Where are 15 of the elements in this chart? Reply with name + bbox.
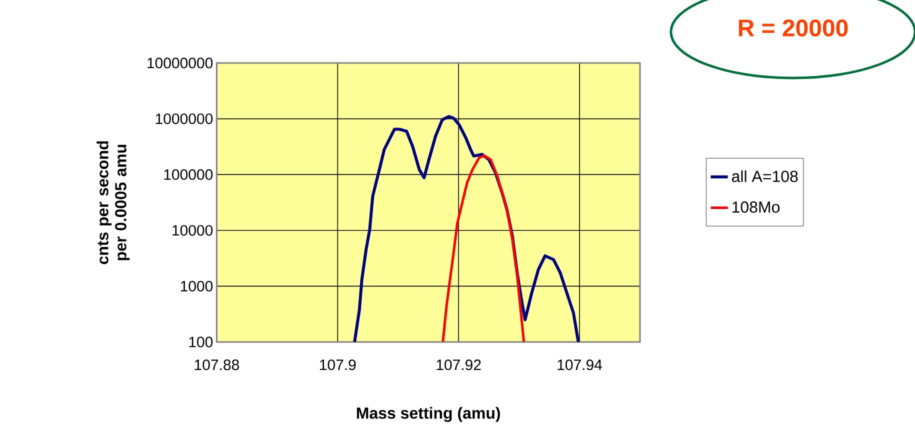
- y-axis-title: cnts per second per 0.0005 amu: [96, 141, 130, 264]
- text: R = 20000: [738, 20, 848, 36]
- y-tick-label: 10000000: [148, 58, 213, 68]
- x-tick-label: 107.88: [194, 360, 239, 370]
- y-tick-label: 100000: [164, 169, 213, 180]
- x-tick-label: 107.92: [436, 360, 481, 370]
- x-tick-label: 107.9: [320, 360, 356, 370]
- y-tick-label: 1000: [180, 280, 213, 292]
- y-tick-label: 100: [189, 336, 213, 348]
- y-tick-label: 10000: [172, 225, 213, 236]
- legend-label: all A=108: [732, 170, 798, 182]
- x-tick-label: 107.94: [558, 360, 602, 370]
- x-axis-title: Mass setting (amu): [356, 407, 500, 422]
- y-tick-label: 1000000: [156, 113, 213, 124]
- legend-label: 108Mo: [732, 201, 780, 213]
